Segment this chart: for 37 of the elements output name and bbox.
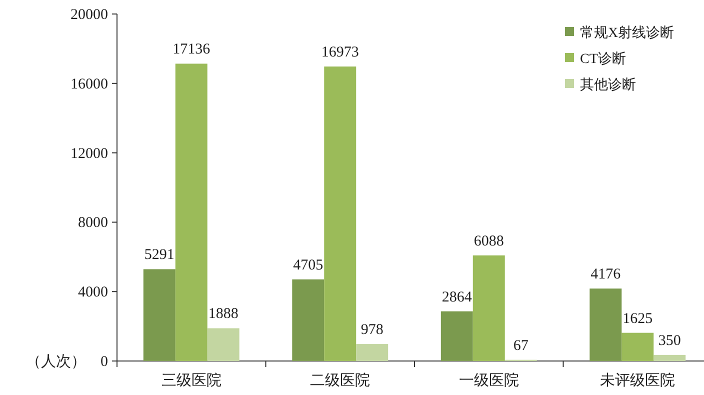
y-tick-label: 4000 — [78, 284, 108, 301]
data-label: 1625 — [622, 310, 653, 327]
x-tick-label: 二级医院 — [310, 372, 370, 389]
data-label: 1888 — [208, 306, 238, 322]
bar — [590, 288, 622, 361]
x-tick-label: 一级医院 — [458, 372, 519, 389]
bar — [356, 344, 388, 361]
bar — [622, 332, 654, 361]
data-label: 4176 — [590, 266, 622, 283]
y-tick-label: 20000 — [70, 7, 108, 23]
y-tick-label: 0 — [100, 354, 108, 370]
data-label: 350 — [658, 332, 681, 349]
y-tick-label: 16000 — [70, 76, 108, 92]
data-label: 16973 — [321, 44, 359, 61]
bar — [292, 279, 324, 361]
data-label: 6088 — [474, 233, 504, 250]
y-axis-title: （人次） — [26, 354, 86, 370]
data-label: 978 — [360, 322, 384, 338]
y-tick-label: 12000 — [70, 146, 108, 162]
bar — [143, 269, 176, 361]
x-tick-label: 未评级医院 — [600, 372, 676, 389]
data-label: 5291 — [144, 247, 174, 264]
data-label: 2864 — [442, 289, 472, 306]
legend-label: 常规X射线诊断 — [580, 25, 674, 41]
data-label: 4705 — [293, 257, 324, 274]
data-label: 17136 — [172, 42, 211, 58]
bar — [440, 311, 473, 361]
bar — [654, 354, 686, 361]
y-tick-label: 8000 — [78, 215, 108, 232]
x-tick-label: 三级医院 — [161, 372, 222, 389]
data-label: 67 — [513, 338, 529, 354]
legend-label: CT诊断 — [580, 51, 626, 67]
bar — [472, 255, 505, 361]
bar — [207, 328, 240, 361]
legend-label: 其他诊断 — [580, 77, 636, 93]
bar — [175, 64, 208, 361]
bar — [324, 66, 356, 361]
